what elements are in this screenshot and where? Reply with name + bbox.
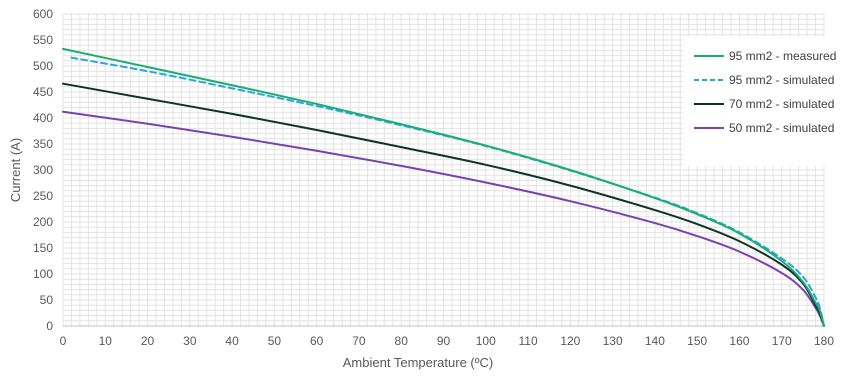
x-tick-label: 90	[437, 334, 451, 348]
y-tick-label: 0	[46, 319, 53, 333]
y-tick-label: 550	[33, 33, 53, 47]
legend-label-70-mm2-simulated: 70 mm2 - simulated	[729, 97, 834, 111]
legend: 95 mm2 - measured 95 mm2 - simulated 70 mm…	[694, 49, 836, 135]
x-tick-label: 150	[687, 334, 707, 348]
legend-label-95-mm2-measured: 95 mm2 - measured	[729, 49, 836, 63]
x-tick-label: 10	[99, 334, 113, 348]
legend-label-50-mm2-simulated: 50 mm2 - simulated	[729, 121, 834, 135]
x-tick-label: 80	[395, 334, 409, 348]
x-tick-label: 60	[310, 334, 324, 348]
y-axis-title: Current (A)	[8, 138, 23, 202]
y-tick-label: 100	[33, 267, 53, 281]
y-tick-label: 500	[33, 59, 53, 73]
series-line-95-mm2-measured	[62, 47, 825, 327]
x-tick-label: 70	[352, 334, 366, 348]
y-tick-label: 250	[33, 189, 53, 203]
x-tick-label: 170	[772, 334, 792, 348]
x-axis-title: Ambient Temperature (ºC)	[343, 355, 493, 370]
y-tick-label: 350	[33, 137, 53, 151]
y-tick-label: 200	[33, 215, 53, 229]
x-tick-label: 180	[814, 334, 834, 348]
series-lines	[62, 47, 825, 327]
x-tick-label: 40	[225, 334, 239, 348]
axis-ticks: 0 10 20 30 40 50 60 70 80 90 100 110 120 130 140 150 160…	[33, 7, 834, 348]
x-tick-label: 0	[60, 334, 67, 348]
x-tick-label: 120	[560, 334, 580, 348]
x-tick-label: 100	[476, 334, 496, 348]
series-line-50-mm2-simulated	[62, 110, 825, 327]
y-tick-label: 50	[40, 293, 54, 307]
y-tick-label: 450	[33, 85, 53, 99]
y-tick-label: 400	[33, 111, 53, 125]
y-tick-label: 600	[33, 7, 53, 21]
x-tick-label: 50	[268, 334, 282, 348]
x-tick-label: 20	[141, 334, 155, 348]
x-tick-label: 140	[645, 334, 665, 348]
x-tick-label: 130	[603, 334, 623, 348]
x-tick-label: 30	[183, 334, 197, 348]
y-tick-label: 150	[33, 241, 53, 255]
legend-label-95-mm2-simulated: 95 mm2 - simulated	[729, 73, 834, 87]
y-tick-label: 300	[33, 163, 53, 177]
x-tick-label: 110	[518, 334, 537, 348]
legend-background	[683, 36, 863, 166]
x-tick-label: 160	[729, 334, 749, 348]
